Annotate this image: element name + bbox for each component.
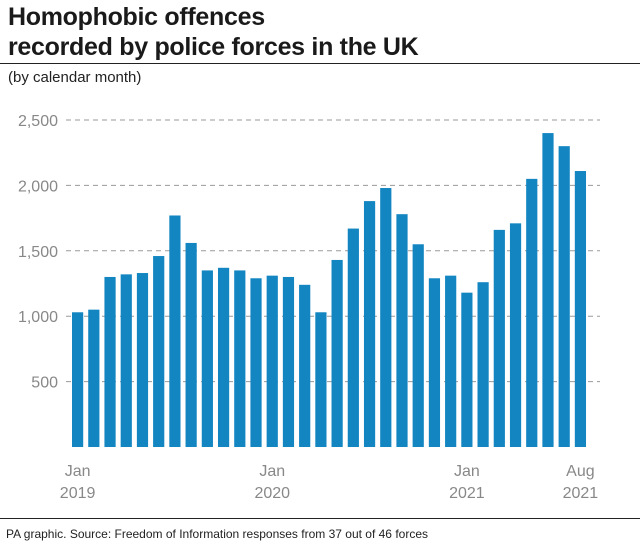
bar [445, 275, 457, 447]
bar [72, 312, 84, 447]
bar [201, 270, 213, 447]
bar [169, 215, 181, 447]
bar [380, 188, 392, 448]
bar [234, 270, 246, 447]
bar [136, 273, 149, 447]
top-divider [0, 63, 640, 64]
y-axis: 500 1,000 1,500 2,000 2,500 [18, 113, 58, 392]
bar [331, 259, 343, 447]
bar [217, 267, 230, 447]
x-tick-label-year: 2019 [60, 485, 96, 502]
bar [363, 201, 376, 447]
bar [120, 274, 132, 447]
bar [412, 244, 424, 447]
x-tick-label-year: 2020 [254, 485, 290, 502]
source-note: PA graphic. Source: Freedom of Informati… [6, 527, 428, 541]
bar [542, 133, 554, 447]
bar [104, 276, 116, 447]
y-tick-label: 1,000 [18, 309, 58, 326]
bar [396, 214, 408, 447]
bar [88, 309, 100, 447]
bar [493, 229, 505, 447]
bar [185, 242, 197, 447]
x-tick-label-month: Jan [454, 463, 480, 480]
bar [428, 278, 441, 447]
x-tick-label-year: 2021 [449, 485, 485, 502]
bar [282, 276, 295, 447]
y-tick-label: 2,500 [18, 113, 58, 130]
bottom-divider [0, 518, 640, 519]
bar [315, 312, 327, 447]
chart-subtitle: (by calendar month) [8, 69, 142, 86]
bar [477, 282, 489, 447]
bars [72, 133, 587, 448]
bar [266, 275, 278, 447]
bar [299, 284, 311, 447]
y-tick-label: 500 [31, 375, 58, 392]
bar [347, 228, 359, 447]
y-tick-label: 1,500 [18, 244, 58, 261]
chart-title: Homophobic offences recorded by police f… [8, 2, 628, 62]
x-tick-label-year: 2021 [563, 485, 599, 502]
bar [509, 223, 522, 447]
x-tick-label-month: Jan [65, 463, 91, 480]
x-tick-label-month: Aug [566, 463, 594, 480]
chart-title-line-1: Homophobic offences [8, 3, 265, 31]
x-tick-label-month: Jan [259, 463, 285, 480]
chart-title-line-2: recorded by police forces in the UK [8, 33, 419, 61]
bar [250, 278, 262, 447]
bar [558, 146, 570, 447]
x-axis: Jan 2019 Jan 2020 Jan 2021 Aug 2021 [60, 463, 599, 502]
bar [526, 178, 538, 448]
y-tick-label: 2,000 [18, 178, 58, 195]
bar [461, 292, 473, 447]
bar [574, 171, 587, 447]
bar [153, 256, 165, 447]
